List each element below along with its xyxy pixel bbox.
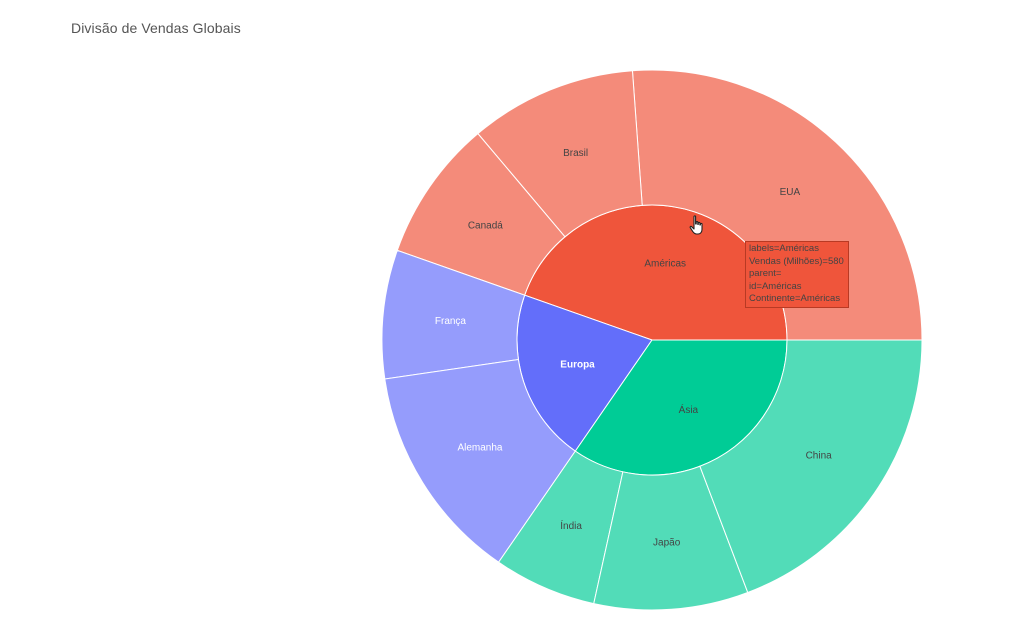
outer-label: Japão	[653, 537, 681, 548]
outer-label: Brasil	[563, 148, 588, 159]
inner-label: Ásia	[679, 403, 699, 416]
outer-label: EUA	[780, 187, 801, 198]
tooltip-line: id=Américas	[749, 280, 802, 292]
outer-segment[interactable]	[384, 358, 577, 563]
tooltip-pointer	[738, 265, 745, 277]
tooltip-line: parent=	[749, 268, 782, 280]
outer-label: China	[806, 451, 833, 462]
outer-segment[interactable]	[699, 339, 923, 594]
tooltip-line: Continente=Américas	[749, 293, 841, 305]
outer-label: Índia	[560, 519, 582, 532]
tooltip-line: labels=Américas	[749, 243, 819, 254]
hand-pointer-icon	[689, 215, 703, 235]
outer-label: Alemanha	[457, 442, 502, 453]
inner-label: Américas	[644, 258, 686, 269]
hover-tooltip: labels=Américas Vendas (Milhões)=580 par…	[745, 241, 849, 308]
outer-label: Canadá	[468, 220, 503, 231]
chart-title: Divisão de Vendas Globais	[71, 20, 241, 36]
inner-label: Europa	[560, 360, 595, 371]
outer-label: França	[435, 316, 467, 327]
tooltip-line: Vendas (Milhões)=580	[749, 255, 844, 267]
